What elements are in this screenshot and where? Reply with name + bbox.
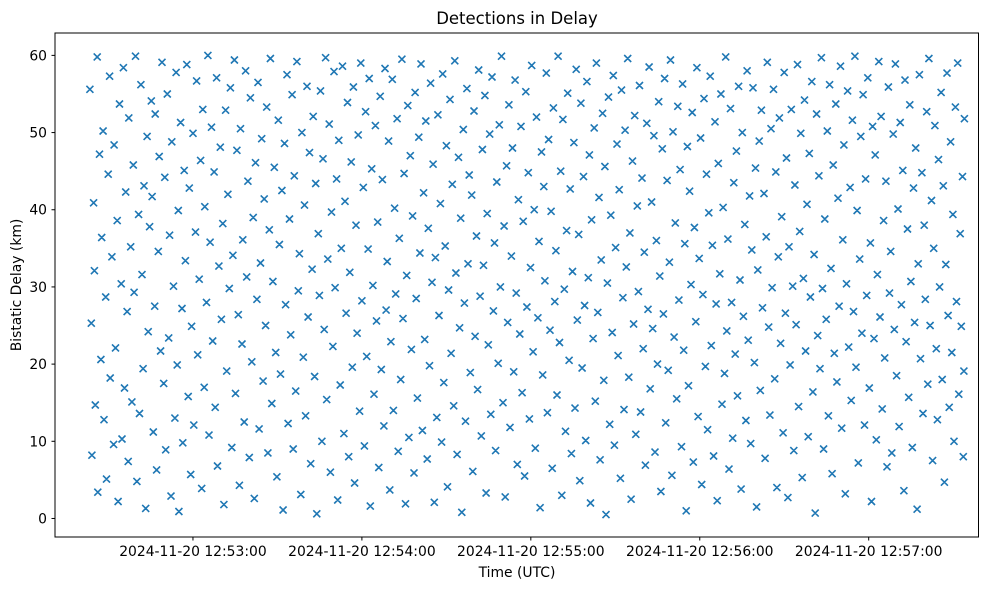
y-tick-label: 60 bbox=[29, 48, 47, 64]
y-tick-label: 0 bbox=[38, 511, 47, 527]
scatter-points bbox=[85, 51, 969, 519]
y-axis-label: Bistatic Delay (km) bbox=[9, 219, 25, 352]
y-tick-label: 30 bbox=[29, 280, 47, 296]
axes-frame bbox=[54, 32, 979, 538]
x-tick-label: 2024-11-20 12:54:00 bbox=[288, 544, 436, 560]
axes: 2024-11-20 12:53:00 2024-11-20 12:54:00 20… bbox=[29, 32, 979, 560]
x-axis-label: Time (UTC) bbox=[478, 565, 556, 581]
y-tick-label: 40 bbox=[29, 203, 47, 219]
x-tick-label: 2024-11-20 12:56:00 bbox=[626, 544, 774, 560]
data-point-markers bbox=[85, 51, 969, 519]
y-tick-label: 50 bbox=[29, 126, 47, 142]
chart-title: Detections in Delay bbox=[436, 9, 598, 28]
x-tick-label: 2024-11-20 12:57:00 bbox=[795, 544, 943, 560]
x-tick-label: 2024-11-20 12:55:00 bbox=[457, 544, 605, 560]
y-tick-label: 20 bbox=[29, 357, 47, 373]
y-tick-label: 10 bbox=[29, 434, 47, 450]
x-tick-label: 2024-11-20 12:53:00 bbox=[119, 544, 267, 560]
